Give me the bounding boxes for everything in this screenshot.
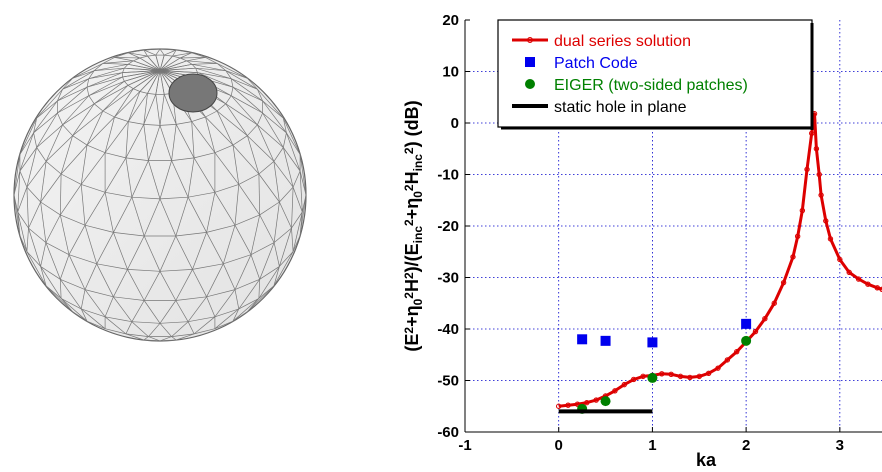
legend-label: dual series solution — [554, 33, 691, 50]
legend-label: static hole in plane — [554, 99, 687, 116]
y-axis-label-part: 2 — [402, 147, 416, 154]
data-point — [696, 373, 702, 380]
y-axis-label-part: 2 — [402, 292, 416, 299]
legend-box — [497, 19, 813, 128]
y-tick-label: 0 — [451, 115, 459, 132]
data-point — [771, 300, 777, 306]
series-dual-series-solution — [556, 111, 882, 409]
data-point — [556, 403, 562, 409]
y-axis-label-part: 2 — [402, 327, 416, 334]
data-point — [809, 130, 815, 137]
data-point — [874, 285, 881, 291]
data-point — [794, 233, 801, 240]
data-point — [668, 371, 674, 378]
y-axis-label: (E2+η02H2)/(Einc2+η02Hinc2) (dB) — [402, 100, 425, 351]
x-tick-label: 2 — [742, 437, 750, 454]
legend: dual series solution Patch Code EIGER (two… — [497, 19, 814, 130]
x-tick-label: 0 — [555, 437, 563, 454]
series-line — [558, 112, 882, 408]
legend-entry: dual series solution — [512, 33, 691, 50]
x-tick-label: -1 — [458, 437, 471, 454]
data-point — [752, 328, 759, 335]
data-point — [647, 372, 658, 383]
data-point — [565, 402, 571, 408]
y-axis-label-part: )/(E — [402, 243, 422, 272]
data-point — [621, 381, 628, 388]
y-axis-label-part: inc — [411, 154, 425, 172]
data-point — [577, 334, 588, 345]
y-axis-label-part: 2 — [402, 184, 416, 191]
data-point — [818, 192, 824, 198]
y-axis-label-part: 0 — [411, 298, 425, 305]
data-point — [593, 397, 599, 403]
legend-entry: Patch Code — [525, 55, 638, 72]
data-point — [762, 316, 768, 322]
y-axis-label-part: 2 — [402, 219, 416, 226]
data-point — [780, 279, 787, 286]
meshed-sphere-with-aperture — [13, 48, 307, 342]
data-point — [659, 371, 665, 377]
data-point — [837, 256, 843, 263]
y-tick-label: -30 — [437, 270, 459, 287]
data-point — [687, 374, 693, 381]
y-tick-label: -40 — [437, 321, 459, 338]
data-point — [630, 376, 637, 383]
data-point — [612, 388, 618, 394]
data-point — [823, 218, 829, 224]
y-tick-label: -20 — [437, 218, 459, 235]
y-axis-label-part: 0 — [411, 191, 425, 198]
data-point — [640, 373, 646, 380]
data-point — [574, 401, 581, 407]
y-axis-label-part: 2 — [402, 272, 416, 279]
data-point — [584, 399, 590, 406]
legend-label: EIGER (two-sided patches) — [554, 77, 748, 94]
y-axis-label-part: (E — [402, 334, 422, 352]
y-axis-label-part: +η — [402, 305, 422, 327]
legend-entry: static hole in plane — [512, 99, 687, 116]
data-point — [855, 276, 862, 282]
data-point — [705, 370, 712, 376]
data-point — [677, 373, 684, 380]
data-point — [827, 236, 834, 242]
series-eiger-two-sided-patches — [577, 335, 752, 414]
y-axis-label-part: H — [402, 171, 422, 184]
y-tick-label: -50 — [437, 373, 459, 390]
data-point — [724, 357, 731, 363]
legend-swatch — [525, 57, 535, 67]
legend-entry: EIGER (two-sided patches) — [525, 77, 748, 94]
x-axis-label: ka — [696, 450, 717, 470]
data-point — [813, 146, 820, 152]
data-point — [846, 269, 852, 276]
y-axis-label-part: H — [402, 279, 422, 292]
data-point — [715, 365, 721, 371]
x-tick-label: 1 — [648, 437, 656, 454]
series-patch-code — [577, 318, 752, 348]
y-tick-label: -10 — [437, 167, 459, 184]
y-axis-label-part: ) (dB) — [402, 100, 422, 147]
data-point — [600, 335, 611, 346]
data-point — [734, 348, 740, 355]
y-tick-label: -60 — [437, 424, 459, 441]
data-point — [790, 254, 796, 260]
y-axis-label-part: +η — [402, 198, 422, 220]
data-point — [647, 337, 658, 348]
data-point — [741, 318, 752, 329]
data-point — [865, 281, 871, 287]
data-point — [799, 207, 806, 214]
legend-label: Patch Code — [554, 55, 638, 72]
legend-swatch — [525, 79, 535, 89]
x-tick-label: 3 — [836, 437, 844, 454]
aperture-patch — [168, 73, 218, 113]
data-point — [600, 396, 611, 407]
y-tick-label: 10 — [442, 64, 459, 81]
y-axis-label-part: inc — [411, 226, 425, 244]
y-tick-label: 20 — [442, 12, 459, 29]
data-point — [816, 171, 822, 178]
data-point — [741, 335, 752, 346]
data-point — [804, 166, 810, 173]
